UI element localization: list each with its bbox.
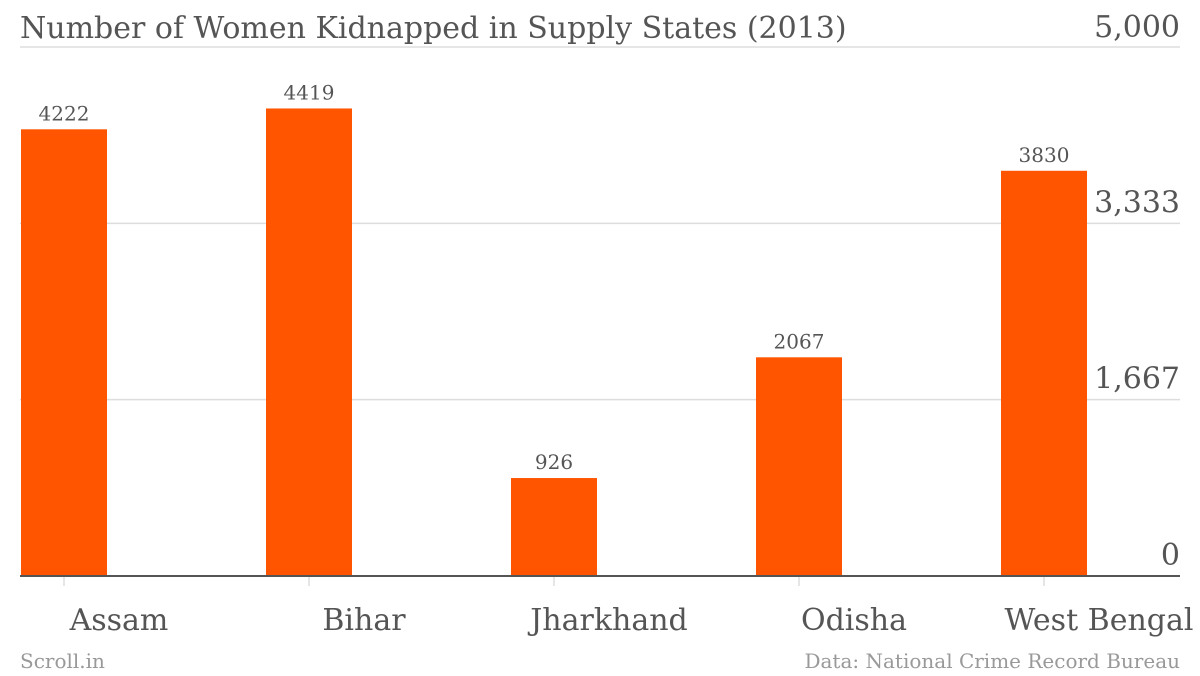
y-tick-label: 1,667 [1094, 362, 1180, 397]
x-tick-label: West Bengal [1005, 603, 1194, 638]
x-tick-label: Odisha [801, 603, 907, 638]
x-tick-label: Assam [69, 603, 169, 638]
data-label: 4222 [39, 101, 90, 125]
bar-bihar [266, 108, 352, 577]
x-axis-labels: Assam Bihar Jharkhand Odisha West Bengal [69, 603, 1194, 638]
bar-jharkhand [511, 478, 597, 576]
y-tick-label: 0 [1161, 538, 1180, 573]
bar-odisha [756, 357, 842, 576]
footer-left-credit: Scroll.in [20, 649, 105, 673]
data-label: 926 [535, 450, 573, 474]
data-label: 4419 [284, 80, 335, 104]
y-axis-ticks: 0 1,667 3,333 5,000 [1094, 10, 1180, 573]
data-label: 2067 [774, 329, 825, 353]
gridlines [20, 46, 1180, 401]
data-labels: 4222 4419 926 2067 3830 [39, 80, 1070, 474]
y-tick-label: 5,000 [1094, 10, 1180, 45]
chart-title: Number of Women Kidnapped in Supply Stat… [20, 11, 847, 46]
x-tick-label: Bihar [322, 603, 406, 638]
footer-source: Data: National Crime Record Bureau [804, 649, 1180, 673]
x-tick-label: Jharkhand [527, 603, 688, 638]
bar-west-bengal [1001, 170, 1087, 576]
bars [21, 108, 1087, 577]
bar-assam [21, 129, 107, 577]
y-tick-label: 3,333 [1094, 185, 1180, 220]
data-label: 3830 [1019, 143, 1070, 167]
x-axis [20, 575, 1180, 586]
